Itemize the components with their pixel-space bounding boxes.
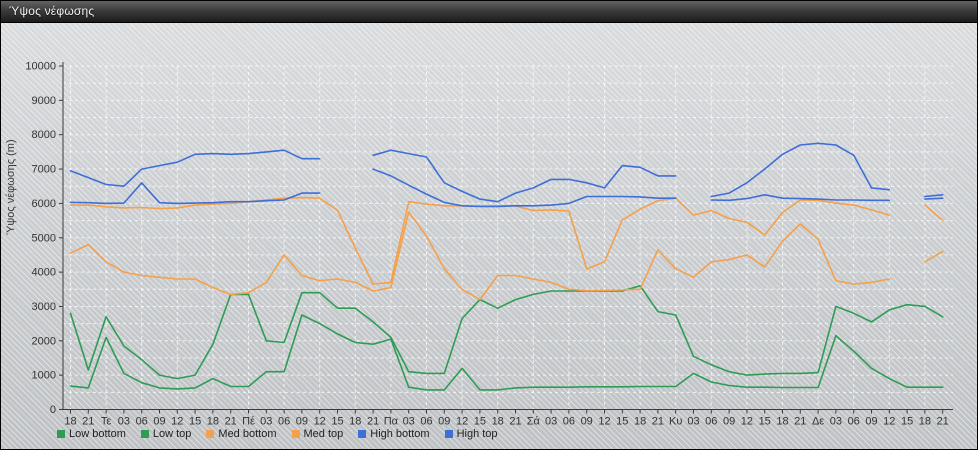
y-tick-label: 0 [50, 404, 56, 416]
legend-swatch-icon [444, 430, 453, 438]
x-tick-label: 03 [260, 416, 272, 428]
legend-swatch-icon [358, 430, 367, 438]
x-tick-label: 15 [901, 416, 913, 428]
y-axis-title: Ύψος νέφωσης (m) [5, 139, 17, 235]
x-tick-label: 06 [705, 416, 717, 428]
x-tick-label: 03 [545, 416, 557, 428]
x-tick-label: 18 [634, 416, 646, 428]
y-tick-label: 8000 [32, 129, 56, 141]
y-tick-label: 9000 [32, 95, 56, 107]
x-tick-label: 12 [171, 416, 183, 428]
x-tick-label: 09 [581, 416, 593, 428]
chart-legend: Low bottom Low top Med bottom Med top High b… [57, 428, 498, 440]
x-tick-label: 06 [563, 416, 575, 428]
x-tick-label: 18 [919, 416, 931, 428]
x-tick-label: 09 [296, 416, 308, 428]
legend-item-high-bottom: High bottom [358, 428, 430, 440]
x-tick-label: 06 [848, 416, 860, 428]
x-tick-label: Σά [527, 416, 541, 428]
x-tick-label: 15 [616, 416, 628, 428]
window-title: Ύψος νέφωσης [1, 1, 977, 23]
x-tick-label: 21 [225, 416, 237, 428]
x-tick-label: 06 [420, 416, 432, 428]
x-tick-label: 18 [349, 416, 361, 428]
x-tick-label: 09 [865, 416, 877, 428]
x-tick-label: 15 [189, 416, 201, 428]
x-tick-label: 18 [776, 416, 788, 428]
legend-swatch-icon [57, 430, 65, 438]
x-tick-label: 06 [136, 416, 148, 428]
x-tick-label: 18 [492, 416, 504, 428]
x-tick-label: 12 [314, 416, 326, 428]
x-tick-label: 09 [723, 416, 735, 428]
series-line-low-bottom [69, 314, 944, 391]
legend-label: Low top [152, 428, 192, 440]
x-tick-label: 18 [64, 416, 76, 428]
y-tick-label: 6000 [32, 198, 56, 210]
x-tick-label: 21 [937, 416, 949, 428]
x-tick-label: 12 [456, 416, 468, 428]
x-tick-label: 03 [830, 416, 842, 428]
x-tick-label: 12 [741, 416, 753, 428]
x-tick-label: 09 [438, 416, 450, 428]
legend-label: High top [456, 428, 498, 440]
y-tick-label: 4000 [32, 267, 56, 279]
x-tick-label: 21 [509, 416, 521, 428]
legend-label: High bottom [370, 428, 430, 440]
legend-label: Low bottom [69, 428, 126, 440]
x-tick-label: 21 [652, 416, 664, 428]
x-tick-label: 21 [82, 416, 94, 428]
y-tick-label: 2000 [32, 335, 56, 347]
legend-item-med-top: Med top [291, 428, 344, 440]
y-tick-label: 1000 [32, 370, 56, 382]
legend-swatch-icon [140, 430, 149, 438]
x-tick-label: 03 [687, 416, 699, 428]
x-tick-label: 15 [759, 416, 771, 428]
x-tick-label: 12 [883, 416, 895, 428]
legend-label: Med bottom [218, 428, 277, 440]
x-tick-label: 21 [367, 416, 379, 428]
x-tick-label: 21 [794, 416, 806, 428]
x-tick-label: 03 [118, 416, 130, 428]
x-tick-label: Δε [812, 416, 824, 428]
x-tick-label: Πα [384, 416, 399, 428]
x-tick-label: 06 [278, 416, 290, 428]
y-tick-label: 10000 [25, 61, 56, 73]
x-tick-label: 15 [331, 416, 343, 428]
x-tick-label: 18 [207, 416, 219, 428]
legend-item-high-top: High top [444, 428, 498, 440]
series-line-high-bottom [69, 168, 944, 208]
legend-item-med-bottom: Med bottom [206, 428, 277, 440]
series-line-med-top [69, 196, 944, 285]
x-tick-label: Πέ [242, 416, 255, 428]
x-tick-label: 09 [153, 416, 165, 428]
x-tick-label: Κυ [669, 416, 682, 428]
x-tick-label: 15 [474, 416, 486, 428]
x-tick-label: 12 [598, 416, 610, 428]
legend-item-low-top: Low top [140, 428, 192, 440]
x-tick-label: Τε [101, 416, 112, 428]
y-tick-label: 7000 [32, 164, 56, 176]
y-tick-label: 5000 [32, 232, 56, 244]
legend-swatch-icon [291, 430, 300, 438]
series-line-med-bottom [69, 211, 944, 301]
legend-swatch-icon [206, 430, 215, 438]
series-line-low-top [69, 285, 944, 380]
legend-item-low-bottom: Low bottom [57, 428, 126, 440]
series-line-high-top [69, 142, 944, 203]
x-tick-label: 03 [403, 416, 415, 428]
legend-label: Med top [303, 428, 344, 440]
y-tick-label: 3000 [32, 301, 56, 313]
